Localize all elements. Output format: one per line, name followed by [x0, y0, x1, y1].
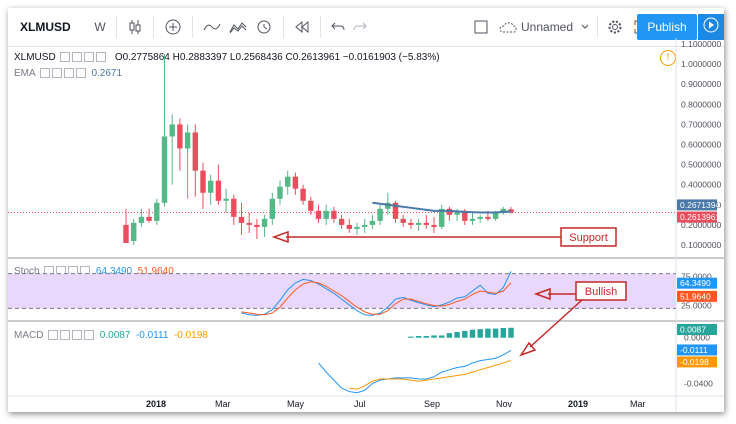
ema-remove-toggle[interactable]: [63, 68, 74, 79]
more-toggle[interactable]: [96, 52, 107, 63]
stoch-visibility-toggle[interactable]: [44, 266, 55, 277]
remove-toggle[interactable]: [84, 52, 95, 63]
ema-visibility-toggle[interactable]: [39, 68, 50, 79]
stoch-d-value: 51.9640: [137, 266, 174, 277]
stoch-label: Stoch: [14, 266, 40, 277]
macd-settings-toggle[interactable]: [60, 330, 71, 341]
layout-square-icon[interactable]: [471, 14, 491, 40]
chevron-down-icon: [581, 24, 589, 30]
macd-more-toggle[interactable]: [84, 330, 95, 341]
play-button[interactable]: [698, 14, 724, 40]
main-legend: XLMUSD O0.2775864 H0.2883397 L0.2568436 …: [14, 52, 440, 63]
stoch-k-value: 64.3490: [95, 266, 133, 277]
layout-name-label: Unnamed: [521, 20, 574, 34]
macd-remove-toggle[interactable]: [72, 330, 83, 341]
play-icon: [703, 17, 719, 38]
settings-toggle[interactable]: [72, 52, 83, 63]
macd-visibility-toggle[interactable]: [48, 330, 59, 341]
replay-icon[interactable]: [290, 14, 314, 40]
stoch-legend: Stoch 64.3490 51.9640: [14, 266, 174, 277]
alert-icon[interactable]: [251, 14, 277, 40]
publish-button[interactable]: Publish: [637, 14, 697, 40]
legend-symbol: XLMUSD: [14, 52, 56, 63]
area-chart-icon[interactable]: [225, 14, 251, 40]
toolbar-divider: [116, 16, 117, 38]
toolbar-divider: [153, 16, 154, 38]
cloud-icon: [499, 21, 517, 33]
toolbar-divider: [597, 16, 598, 38]
stoch-more-toggle[interactable]: [80, 266, 91, 277]
data-alert-badge[interactable]: !: [660, 50, 676, 66]
gear-icon[interactable]: [604, 14, 626, 40]
redo-icon[interactable]: [349, 14, 371, 40]
toolbar-divider: [320, 16, 321, 38]
macd-hist-value: 0.0087: [99, 330, 131, 341]
candles-icon[interactable]: [123, 14, 147, 40]
visibility-toggle[interactable]: [60, 52, 71, 63]
ema-legend: EMA 0.2671: [14, 68, 122, 79]
top-toolbar: XLMUSD W: [8, 8, 724, 47]
ema-label: EMA: [14, 68, 36, 79]
add-indicator-icon[interactable]: [160, 14, 186, 40]
macd-signal-value: -0.0198: [173, 330, 208, 341]
layout-name-dropdown[interactable]: Unnamed: [491, 14, 591, 40]
macd-line-value: -0.0111: [135, 330, 169, 341]
ema-more-toggle[interactable]: [75, 68, 86, 79]
symbol-search[interactable]: XLMUSD: [20, 20, 71, 34]
undo-icon[interactable]: [327, 14, 349, 40]
chart-window: XLMUSD W: [8, 8, 724, 412]
toolbar-divider: [192, 16, 193, 38]
ema-value: 0.2671: [91, 68, 123, 79]
line-chart-icon[interactable]: [199, 14, 225, 40]
macd-legend: MACD 0.0087 -0.0111 -0.0198: [14, 330, 208, 341]
toolbar-divider: [283, 16, 284, 38]
ema-settings-toggle[interactable]: [51, 68, 62, 79]
interval-button[interactable]: W: [94, 20, 106, 34]
ohlc-values: O0.2775864 H0.2883397 L0.2568436 C0.2613…: [114, 52, 440, 63]
stoch-settings-toggle[interactable]: [56, 266, 67, 277]
stoch-remove-toggle[interactable]: [68, 266, 79, 277]
macd-label: MACD: [14, 330, 44, 341]
